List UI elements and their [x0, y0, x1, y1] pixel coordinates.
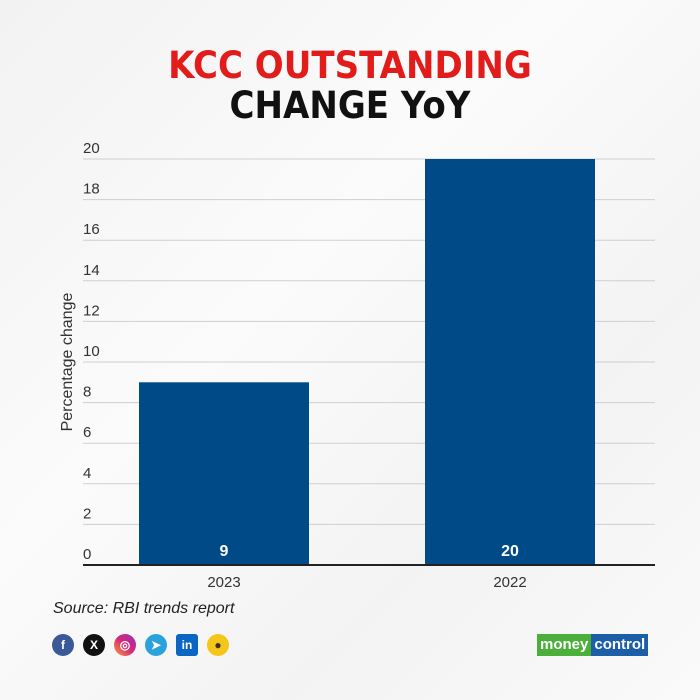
chart-title: KCC OUTSTANDING	[168, 44, 532, 87]
logo-part2: control	[591, 634, 649, 656]
facebook-icon[interactable]: f	[52, 634, 74, 656]
y-axis-label: Percentage change	[59, 293, 76, 432]
source-note: Source: RBI trends report	[53, 600, 235, 617]
x-tick-label: 2023	[207, 574, 240, 591]
telegram-icon[interactable]: ➤	[145, 634, 167, 656]
bar	[425, 159, 595, 565]
x-icon[interactable]: X	[83, 634, 105, 656]
y-tick-label: 0	[83, 546, 91, 563]
bar	[139, 382, 309, 565]
social-icons: f X ◎ ➤ in ●	[52, 634, 229, 656]
y-tick-label: 10	[83, 343, 100, 360]
linkedin-icon[interactable]: in	[176, 634, 198, 656]
moneycontrol-logo: money control	[537, 634, 649, 656]
data-label: 20	[501, 543, 519, 560]
x-tick-label: 2022	[493, 574, 526, 591]
logo-part1: money	[537, 634, 592, 656]
y-tick-label: 18	[83, 181, 100, 198]
y-tick-label: 16	[83, 221, 100, 238]
koo-icon[interactable]: ●	[207, 634, 229, 656]
y-tick-label: 8	[83, 384, 91, 401]
y-tick-label: 20	[83, 140, 100, 157]
y-tick-label: 12	[83, 302, 100, 319]
chart-subtitle: CHANGE YoY	[229, 84, 471, 127]
data-label: 9	[220, 543, 229, 560]
y-tick-label: 2	[83, 505, 91, 522]
y-tick-label: 4	[83, 465, 91, 482]
y-tick-label: 14	[83, 262, 100, 279]
y-tick-label: 6	[83, 424, 91, 441]
instagram-icon[interactable]: ◎	[114, 634, 136, 656]
